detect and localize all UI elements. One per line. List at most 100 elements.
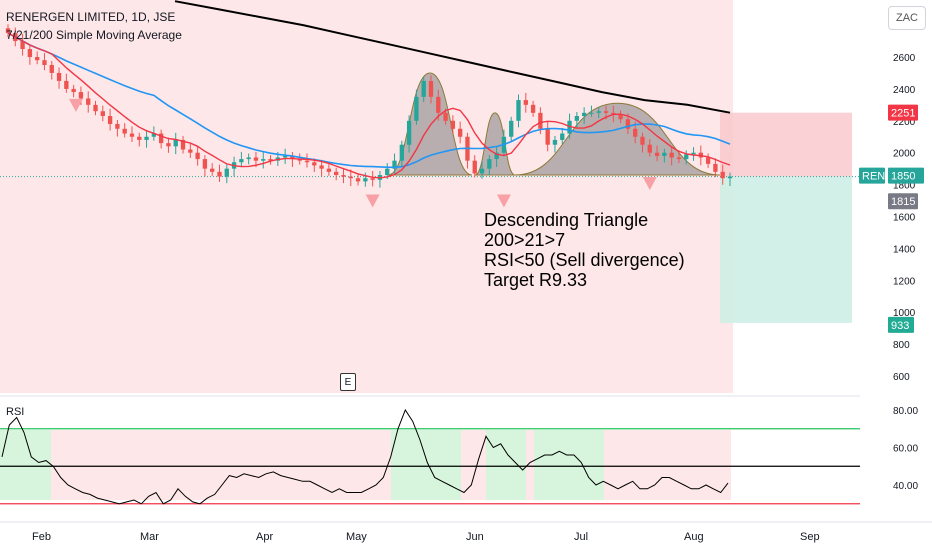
price-axis-tick: 1200	[893, 276, 916, 287]
currency-button[interactable]: ZAC	[888, 6, 926, 30]
target-zone	[720, 176, 852, 323]
target-price-label: 933	[891, 320, 909, 332]
rsi-green-zone	[0, 430, 51, 500]
candle-body	[399, 144, 404, 161]
candle-body	[414, 96, 419, 121]
sma21-line	[7, 32, 731, 169]
time-axis-tick: Feb	[32, 531, 51, 543]
price-axis-tick: 2600	[893, 53, 916, 64]
annotation-line-2: 200>21>7	[484, 230, 566, 250]
candle-body	[304, 160, 310, 163]
candle-body	[86, 98, 91, 105]
candle-body	[625, 119, 631, 129]
candle-body	[282, 155, 288, 158]
right-shoulder-shape	[514, 102, 721, 176]
candle-body	[253, 157, 259, 161]
candle-body	[727, 176, 733, 179]
candle-body	[370, 178, 375, 180]
candle-body	[421, 80, 426, 97]
candle-body	[705, 157, 711, 164]
candle-body	[144, 136, 149, 140]
candle-body	[341, 175, 346, 177]
candle-body	[654, 152, 660, 156]
candle-body	[560, 133, 565, 140]
candle-body	[523, 100, 528, 105]
candle-body	[319, 165, 324, 169]
rsi-pink-zone	[461, 430, 486, 500]
candle-body	[647, 144, 652, 153]
candle-body	[312, 162, 317, 166]
candle-body	[78, 92, 84, 99]
candle-body	[516, 100, 521, 121]
candle-body	[268, 159, 273, 161]
candle-body	[188, 149, 193, 153]
price-background-zone	[0, 0, 733, 393]
stop-loss-zone	[720, 112, 852, 177]
rsi-green-zone	[486, 430, 526, 500]
price-axis-tick: 800	[893, 340, 910, 351]
price-axis-tick: 2400	[893, 85, 916, 96]
stop-price-label-bg	[888, 104, 918, 121]
candle-body	[472, 160, 477, 174]
candle-body	[545, 128, 550, 145]
candle-body	[246, 157, 251, 160]
ticker-label-bg	[859, 167, 885, 184]
rsi-pink-zone	[604, 430, 731, 500]
candle-body	[457, 128, 463, 137]
candle-body	[297, 159, 302, 161]
candle-body	[385, 168, 390, 176]
time-axis-tick: Aug	[684, 531, 704, 543]
candle-body	[261, 159, 266, 161]
time-axis-tick: Jul	[574, 531, 588, 543]
candle-body	[334, 171, 339, 176]
candle-body	[166, 143, 171, 147]
candle-body	[640, 136, 645, 145]
price-axis-tick: 1400	[893, 244, 916, 255]
time-axis-tick: May	[346, 531, 367, 543]
price-axis-tick: 1000	[893, 308, 916, 319]
candle-body	[633, 128, 638, 137]
candle-body	[348, 176, 353, 179]
candle-body	[552, 139, 558, 145]
price-axis-tick: 1800	[893, 181, 916, 192]
candle-body	[684, 154, 689, 160]
candle-body	[122, 128, 127, 134]
candle-body	[363, 178, 368, 182]
candle-body	[180, 139, 186, 150]
rsi-axis-tick: 80.00	[893, 406, 918, 417]
indicator-legend[interactable]: 7/21/200 Simple Moving Average	[6, 28, 182, 42]
candle-body	[574, 116, 580, 121]
candle-body	[589, 112, 594, 114]
candle-body	[669, 152, 674, 158]
candle-body	[487, 159, 492, 169]
candle-body	[158, 133, 164, 144]
sma200-line	[174, 0, 731, 114]
earnings-badge[interactable]: E	[340, 373, 356, 391]
candle-body	[662, 152, 667, 156]
sell-signal-marker	[496, 194, 511, 208]
rsi-pink-zone	[526, 430, 534, 500]
stop-price-label: 2251	[891, 108, 915, 120]
candle-body	[618, 114, 623, 120]
rsi-label: RSI	[6, 406, 25, 418]
candle-body	[443, 112, 448, 121]
annotation-line-1: Descending Triangle	[484, 210, 649, 230]
candle-body	[173, 139, 178, 147]
candle-body	[436, 96, 441, 113]
ticker-label: REN	[862, 171, 885, 183]
time-axis-tick: Jun	[466, 531, 484, 543]
candle-body	[538, 112, 543, 129]
candle-body	[35, 57, 40, 61]
candle-body	[210, 168, 215, 172]
candle-body	[20, 41, 25, 50]
target-price-label-bg	[888, 316, 914, 333]
sell-signal-marker	[642, 177, 657, 191]
rsi-axis-tick: 60.00	[893, 444, 918, 455]
candle-body	[596, 111, 601, 113]
candle-body	[676, 157, 682, 160]
candle-body	[202, 159, 208, 169]
analysis-annotation: Descending Triangle 200>21>7 RSI<50 (Sel…	[484, 210, 685, 290]
candle-body	[450, 120, 456, 129]
candle-body	[509, 120, 514, 137]
